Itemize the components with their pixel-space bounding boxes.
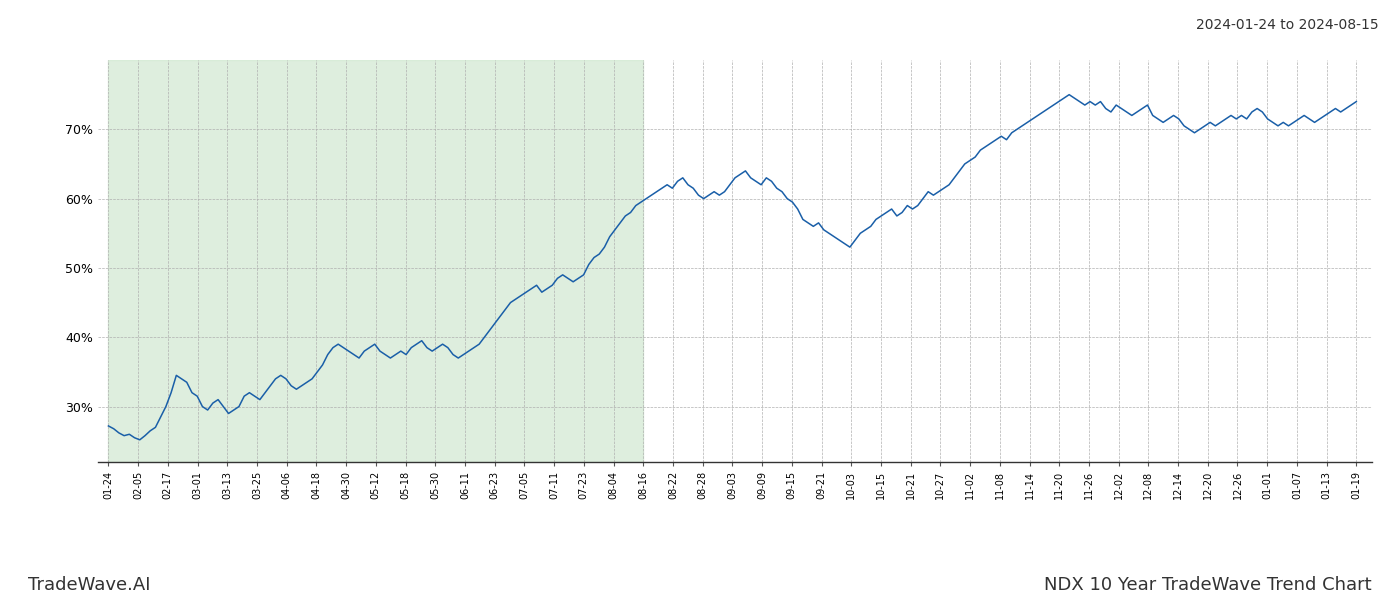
Text: NDX 10 Year TradeWave Trend Chart: NDX 10 Year TradeWave Trend Chart: [1044, 576, 1372, 594]
Text: 2024-01-24 to 2024-08-15: 2024-01-24 to 2024-08-15: [1197, 18, 1379, 32]
Text: TradeWave.AI: TradeWave.AI: [28, 576, 151, 594]
Bar: [108, 60, 643, 462]
